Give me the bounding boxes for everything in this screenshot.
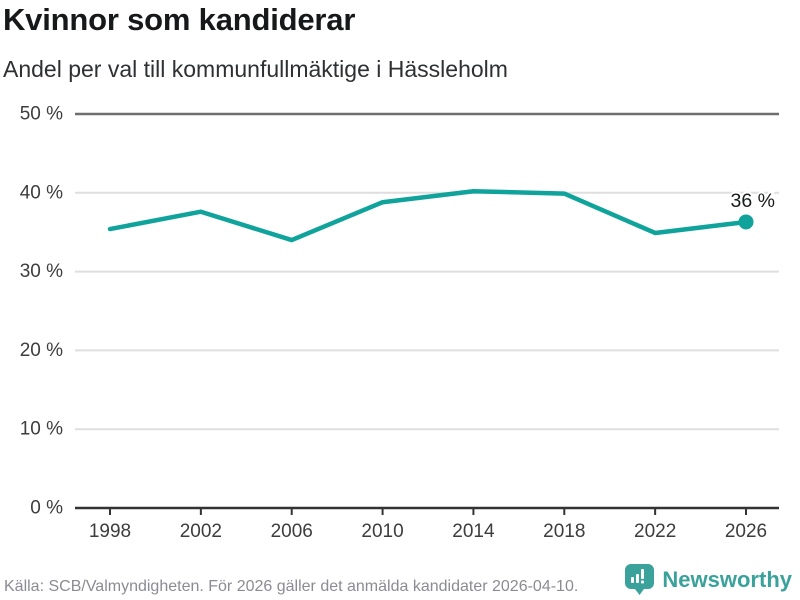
y-tick-label: 20 % — [20, 340, 63, 361]
x-tick-label: 2002 — [180, 521, 222, 542]
footer: Källa: SCB/Valmyndigheten. För 2026 gäll… — [0, 562, 800, 600]
y-tick-label: 10 % — [20, 419, 63, 440]
page-subtitle: Andel per val till kommunfullmäktige i H… — [3, 56, 508, 82]
x-tick-label: 2010 — [361, 521, 403, 542]
trend-line — [107, 188, 749, 243]
x-tick-label: 2006 — [271, 521, 313, 542]
newsworthy-logo-icon — [625, 564, 655, 595]
x-tick-label: 2026 — [725, 521, 767, 542]
x-tick-label: 1998 — [89, 521, 131, 542]
x-tick-label: 2014 — [452, 521, 495, 542]
y-tick-label: 40 % — [20, 182, 63, 203]
data-point-2026 — [738, 214, 754, 230]
source-note: Källa: SCB/Valmyndigheten. För 2026 gäll… — [4, 578, 579, 595]
brand-name: Newsworthy — [662, 566, 792, 592]
brand-lockup: Newsworthy — [625, 564, 792, 595]
page-title: Kvinnor som kandiderar — [3, 2, 356, 37]
x-tick-label: 2018 — [543, 521, 585, 542]
y-tick-label: 30 % — [20, 261, 63, 282]
logo-exclamation-stroke — [641, 569, 645, 579]
y-tick-label: 0 % — [30, 498, 63, 519]
logo-bar-medium — [636, 574, 640, 583]
logo-exclamation-dot — [641, 580, 645, 584]
logo-bar-small — [631, 577, 635, 583]
y-tick-label: 50 % — [20, 104, 63, 125]
logo-bubble — [625, 564, 655, 595]
end-value-label: 36 % — [731, 190, 775, 212]
x-tick-label: 2022 — [634, 521, 676, 542]
